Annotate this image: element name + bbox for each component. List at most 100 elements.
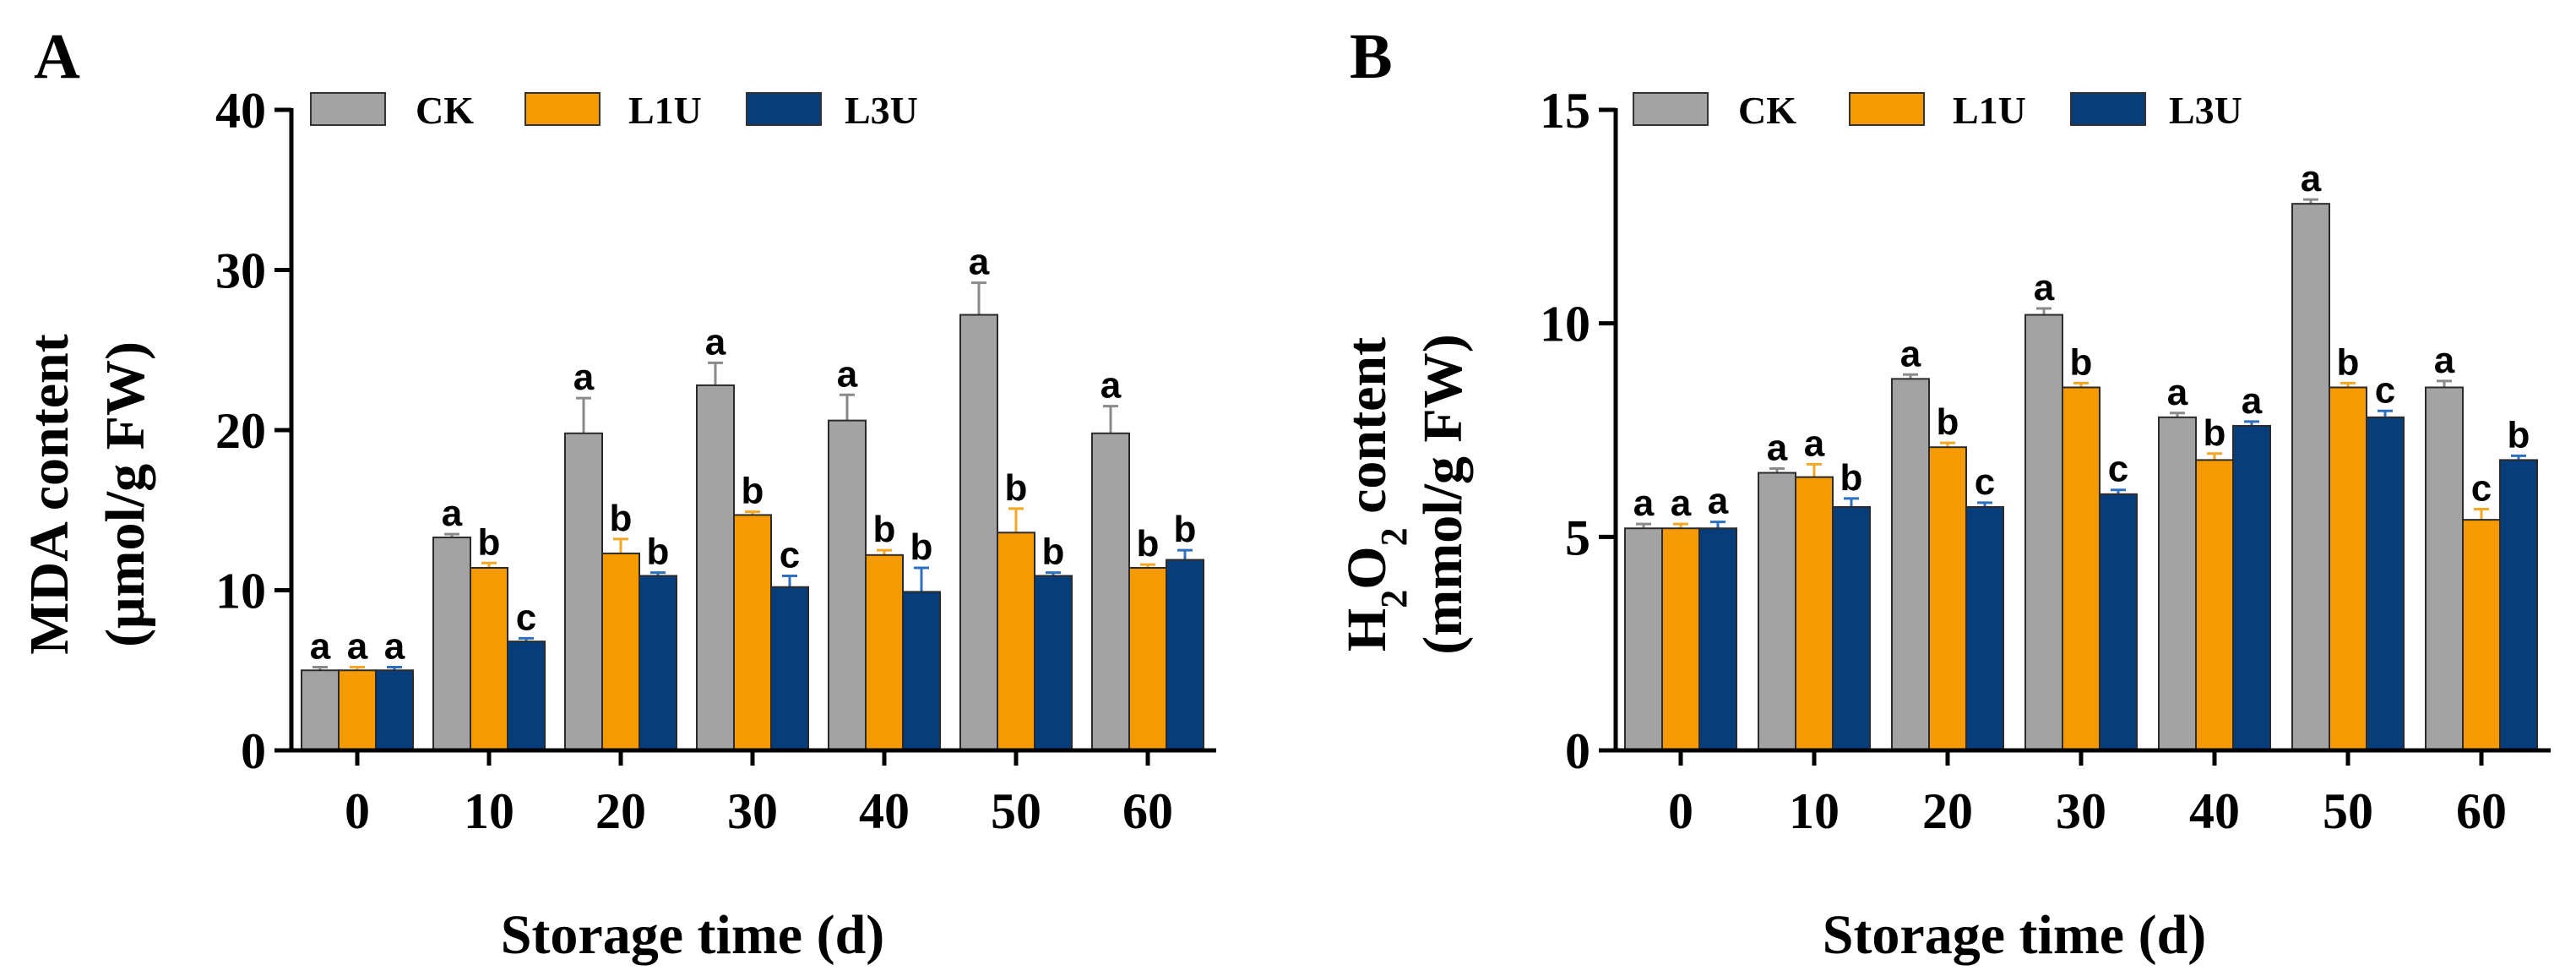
x-tick-label: 40 xyxy=(859,783,910,839)
bar-ck-day-50 xyxy=(959,314,998,751)
significance-label-l1u: b xyxy=(478,521,501,563)
bar-l1u-day-40 xyxy=(2195,459,2234,752)
significance-label-l1u: b xyxy=(2070,341,2093,383)
significance-label-ck: a xyxy=(837,353,858,395)
significance-label-l1u: b xyxy=(1937,401,1959,443)
bar-l3u-day-10 xyxy=(1832,505,1871,752)
panel-b-axes: 0 10 20 30 40 50 60 0 5 10 15 xyxy=(1540,83,2551,839)
significance-label-ck: a xyxy=(2301,158,2322,199)
significance-label-l3u: c xyxy=(2375,369,2395,411)
significance-label-ck: a xyxy=(2167,372,2188,413)
legend-swatch-l1u xyxy=(524,92,601,126)
content-word: content xyxy=(1336,337,1398,527)
legend-swatch-ck xyxy=(1633,92,1709,126)
significance-label-l3u: c xyxy=(2108,449,2128,490)
bar-ck-day-30 xyxy=(2024,314,2063,751)
x-tick-label: 20 xyxy=(1922,783,1973,839)
significance-label-ck: a xyxy=(2434,340,2455,381)
bar-l3u-day-20 xyxy=(1965,505,2004,752)
bar-ck-day-30 xyxy=(696,384,735,751)
significance-label-ck: a xyxy=(705,321,726,363)
legend-label-l3u: L3U xyxy=(845,89,918,132)
bar-l3u-day-0 xyxy=(1698,527,1737,752)
y-tick-label: 10 xyxy=(1540,297,1590,352)
panel-a-y-axis-title-line2: (μmol/g FW) xyxy=(95,341,156,647)
bar-l3u-day-60 xyxy=(2499,459,2538,752)
significance-label-l1u: b xyxy=(742,471,764,512)
significance-label-ck: a xyxy=(1633,483,1655,524)
bar-l3u-day-50 xyxy=(2366,416,2405,751)
significance-label-l3u: c xyxy=(780,534,800,575)
bar-l3u-day-50 xyxy=(1034,575,1073,751)
significance-label-l1u: b xyxy=(873,509,896,550)
h-letter: H xyxy=(1336,608,1398,652)
bar-ck-day-60 xyxy=(1091,432,1130,751)
bar-l1u-day-10 xyxy=(1795,476,1834,751)
significance-label-ck: a xyxy=(1767,427,1788,468)
legend-swatch-ck xyxy=(310,92,386,126)
y-tick-label: 10 xyxy=(215,564,266,619)
x-tick-label: 10 xyxy=(1789,783,1840,839)
y-tick-label: 0 xyxy=(241,723,266,779)
significance-label-ck: a xyxy=(969,242,990,283)
x-tick-label: 0 xyxy=(1668,783,1693,839)
bar-l1u-day-0 xyxy=(338,669,377,751)
bar-ck-day-0 xyxy=(1624,527,1663,752)
x-tick-label: 30 xyxy=(2056,783,2106,839)
significance-label-ck: a xyxy=(573,357,595,398)
bar-l3u-day-0 xyxy=(375,669,414,751)
significance-label-l3u: a xyxy=(384,625,405,667)
significance-label-l3u: b xyxy=(1042,532,1065,573)
x-tick-label: 50 xyxy=(991,783,1041,839)
bar-l3u-day-20 xyxy=(639,575,677,751)
significance-label-l1u: a xyxy=(1671,483,1692,524)
y-tick-label: 15 xyxy=(1540,83,1590,139)
x-tick-label: 0 xyxy=(345,783,370,839)
bar-l3u-day-30 xyxy=(2099,493,2138,751)
significance-label-l3u: c xyxy=(1975,461,1995,503)
legend-label-l3u: L3U xyxy=(2169,89,2242,132)
bar-ck-day-60 xyxy=(2425,386,2464,751)
o-letter: O xyxy=(1336,546,1398,589)
x-tick-label: 30 xyxy=(727,783,778,839)
panel-a-y-axis-title-line1: MDA content xyxy=(19,334,80,654)
legend-label-l1u: L1U xyxy=(1953,89,2026,132)
bar-l3u-day-10 xyxy=(507,641,546,752)
subscript-2: 2 xyxy=(1373,527,1415,546)
x-tick-label: 20 xyxy=(595,783,646,839)
panel-b-legend: CK L1U L3U xyxy=(1633,89,2242,132)
significance-label-ck: a xyxy=(2034,267,2055,308)
panel-b-y-axis-title-line1: H2O2 content xyxy=(1336,337,1415,652)
subscript-2: 2 xyxy=(1373,590,1415,608)
significance-label-l1u: a xyxy=(347,625,368,667)
bar-l1u-day-10 xyxy=(470,566,508,751)
bar-l3u-day-30 xyxy=(770,586,809,752)
significance-label-l1u: b xyxy=(1005,467,1028,509)
significance-label-ck: a xyxy=(1101,365,1122,406)
significance-label-l3u: b xyxy=(2508,414,2530,455)
panel-a-letter: A xyxy=(34,21,80,92)
panel-b-letter: B xyxy=(1350,21,1393,92)
bar-l1u-day-50 xyxy=(997,532,1035,752)
bar-l1u-day-40 xyxy=(865,553,904,751)
panel-a-legend: CK L1U L3U xyxy=(310,89,918,132)
bar-l1u-day-30 xyxy=(2062,386,2100,751)
panel-a-x-axis-title: Storage time (d) xyxy=(501,904,885,966)
bar-ck-day-20 xyxy=(1891,378,1930,751)
significance-label-l1u: b xyxy=(2337,341,2360,383)
significance-label-l3u: b xyxy=(1840,457,1863,499)
bar-ck-day-10 xyxy=(1758,472,1796,751)
bar-ck-day-50 xyxy=(2291,203,2330,751)
significance-label-l1u: b xyxy=(610,498,633,539)
bar-l1u-day-20 xyxy=(601,552,640,751)
bar-l3u-day-60 xyxy=(1166,559,1204,751)
bar-l1u-day-60 xyxy=(1128,566,1167,751)
panel-a-axes: 0 10 20 30 40 50 60 0 10 20 30 40 xyxy=(215,83,1216,839)
bar-ck-day-20 xyxy=(564,432,603,751)
x-tick-label: 50 xyxy=(2323,783,2373,839)
bar-ck-day-10 xyxy=(432,536,471,752)
